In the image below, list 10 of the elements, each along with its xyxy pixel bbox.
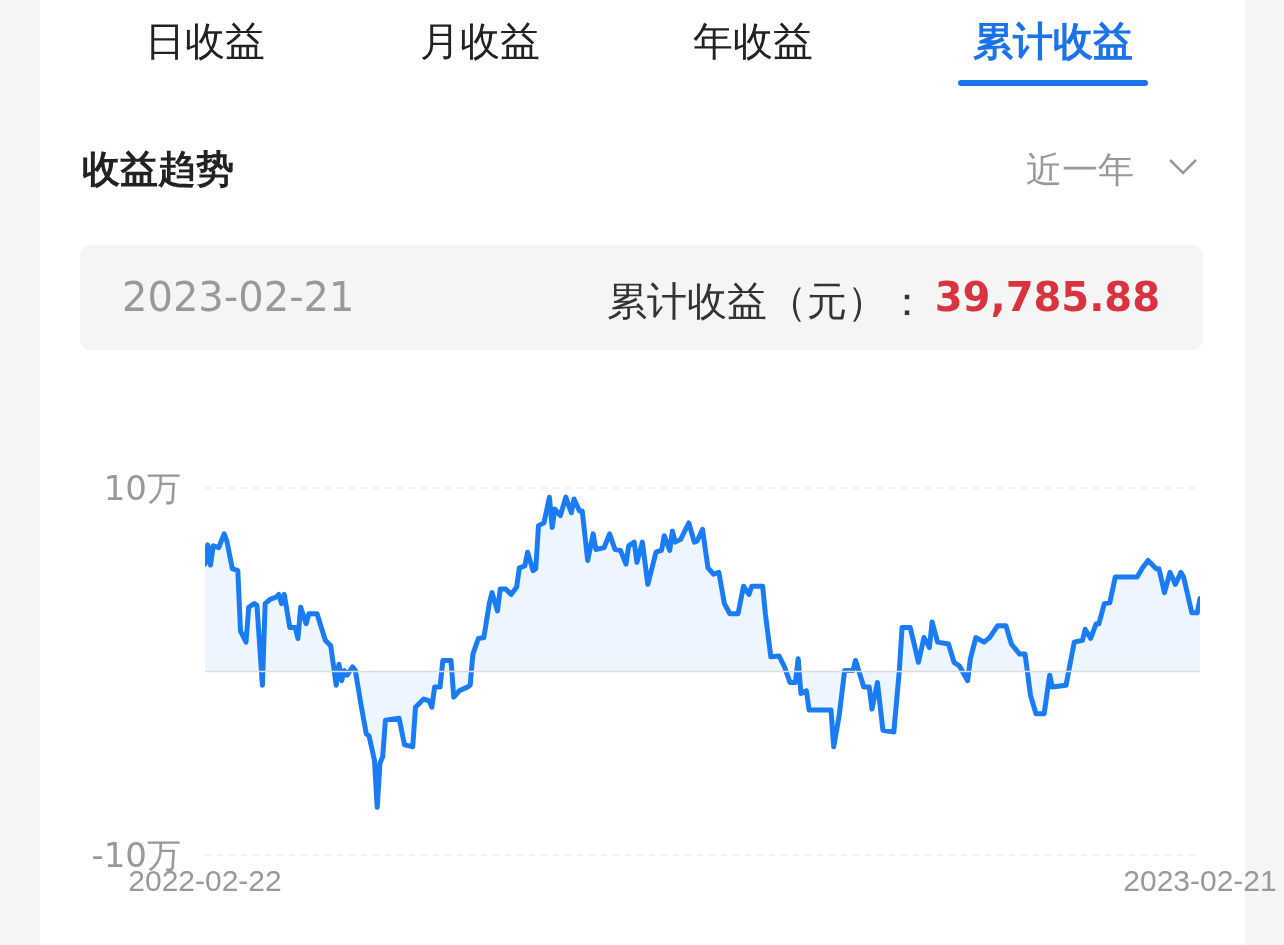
y-tick-label: 10万 bbox=[103, 468, 181, 509]
text: 近一年 bbox=[1026, 148, 1134, 192]
text: 39,785.88 bbox=[934, 274, 1160, 322]
chart-title: 收益趋势 bbox=[82, 146, 234, 193]
text: 累计收益 bbox=[972, 17, 1134, 66]
text: 日收益 bbox=[144, 17, 266, 66]
text: 年收益 bbox=[692, 17, 814, 66]
text: 2023-02-21 bbox=[122, 274, 355, 320]
text: 月收益 bbox=[419, 17, 541, 66]
text: 累计收益（元）： bbox=[606, 277, 927, 326]
